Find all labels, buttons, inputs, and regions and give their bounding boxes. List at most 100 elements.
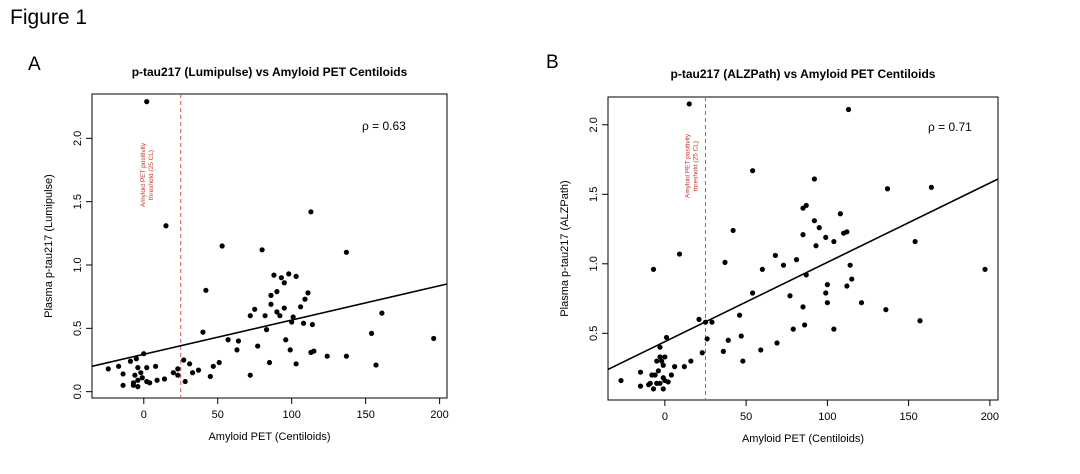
data-point [780, 262, 787, 268]
data-point [379, 310, 385, 316]
data-point [681, 364, 687, 370]
data-point [740, 358, 746, 364]
data-point [132, 372, 138, 378]
x-axis-label: Amyloid PET (Centiloids) [742, 433, 864, 445]
data-point [203, 287, 209, 293]
data-point [373, 362, 379, 368]
data-point [884, 186, 891, 192]
data-point [286, 271, 292, 277]
y-tick-label: 0.5 [588, 326, 600, 341]
data-point [618, 377, 624, 384]
data-point [657, 344, 663, 350]
data-point [311, 348, 317, 354]
data-point [281, 305, 287, 311]
y-tick-label: 1.0 [72, 257, 84, 272]
data-point [135, 384, 141, 390]
data-point [800, 304, 806, 310]
data-point [841, 230, 847, 236]
data-point [759, 266, 765, 272]
data-point [290, 314, 296, 320]
data-point [431, 335, 437, 342]
data-point [737, 312, 743, 318]
data-point [262, 313, 268, 319]
data-point [772, 252, 778, 259]
data-point [133, 356, 139, 362]
data-point [283, 337, 289, 343]
data-point [844, 283, 850, 289]
regression-line [91, 283, 448, 368]
data-point [219, 243, 225, 249]
data-point [302, 296, 308, 302]
y-tick-label: 0.5 [72, 321, 84, 336]
data-point [803, 272, 809, 278]
data-point [144, 365, 150, 371]
data-point [147, 380, 153, 386]
data-point [660, 386, 666, 392]
data-point [189, 370, 196, 376]
data-point [699, 350, 705, 356]
threshold-label: Amyloid PET positivitythreshold (25 CL) [140, 142, 155, 207]
threshold-label-line: threshold (25 CL) [693, 141, 700, 191]
data-point [813, 243, 819, 249]
y-tick-label: 2.0 [72, 131, 84, 146]
data-point [650, 386, 657, 392]
data-point [837, 211, 843, 217]
data-point [368, 330, 375, 336]
x-tick-label: 0 [662, 411, 668, 423]
y-tick-label: 1.0 [588, 256, 600, 271]
y-tick-label: 0.0 [72, 384, 84, 399]
data-point [686, 101, 692, 107]
data-point [654, 380, 660, 386]
data-point [175, 366, 181, 372]
data-point [163, 223, 169, 229]
data-point [287, 347, 293, 353]
regression-line [607, 178, 999, 371]
data-point [650, 266, 657, 272]
data-point [800, 205, 806, 211]
data-point [210, 363, 216, 369]
data-point [704, 336, 710, 342]
data-point [738, 333, 744, 339]
data-point [646, 382, 652, 388]
data-point [343, 353, 350, 359]
data-point [858, 300, 865, 306]
data-point [300, 320, 307, 326]
data-point [182, 378, 188, 385]
data-point [271, 272, 277, 278]
data-point [187, 361, 193, 367]
y-tick-label: 2.0 [588, 117, 600, 132]
data-point [252, 306, 258, 312]
data-point [982, 266, 988, 272]
data-point [263, 327, 270, 333]
data-point [730, 227, 736, 234]
data-point [170, 370, 176, 376]
data-point [297, 304, 304, 310]
data-point [720, 348, 726, 354]
data-point [709, 319, 715, 325]
data-point [127, 358, 134, 364]
correlation-annotation: ρ = 0.63 [362, 119, 406, 133]
data-point [912, 238, 918, 245]
data-point [831, 326, 837, 332]
data-point [277, 313, 283, 319]
chart-title: p-tau217 (Lumipulse) vs Amyloid PET Cent… [132, 65, 408, 79]
data-point [141, 351, 147, 357]
data-point [811, 176, 817, 182]
data-point [672, 364, 678, 370]
data-point [668, 372, 674, 378]
data-point [130, 382, 137, 388]
data-point [235, 338, 242, 344]
data-point [652, 372, 658, 378]
data-point [343, 249, 350, 255]
data-point [289, 319, 295, 325]
data-point [120, 382, 126, 388]
plot-frame [91, 93, 448, 399]
data-point [831, 238, 837, 245]
data-point [144, 99, 150, 105]
data-point [135, 377, 141, 383]
data-point [305, 290, 311, 296]
data-point [105, 366, 111, 372]
data-point [849, 276, 855, 282]
data-point [665, 379, 671, 385]
data-point [120, 371, 126, 377]
